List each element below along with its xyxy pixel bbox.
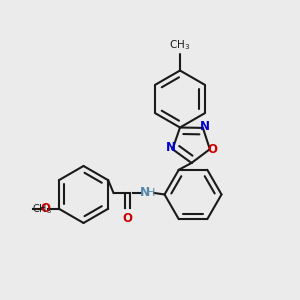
Text: CH$_3$: CH$_3$	[169, 38, 190, 52]
Text: O: O	[40, 202, 50, 215]
Text: H: H	[147, 188, 155, 198]
Text: N: N	[140, 187, 149, 200]
Text: N: N	[200, 120, 209, 133]
Text: O: O	[122, 212, 132, 226]
Text: N: N	[166, 141, 176, 154]
Text: CH$_3$: CH$_3$	[32, 202, 52, 216]
Text: O: O	[208, 143, 218, 156]
